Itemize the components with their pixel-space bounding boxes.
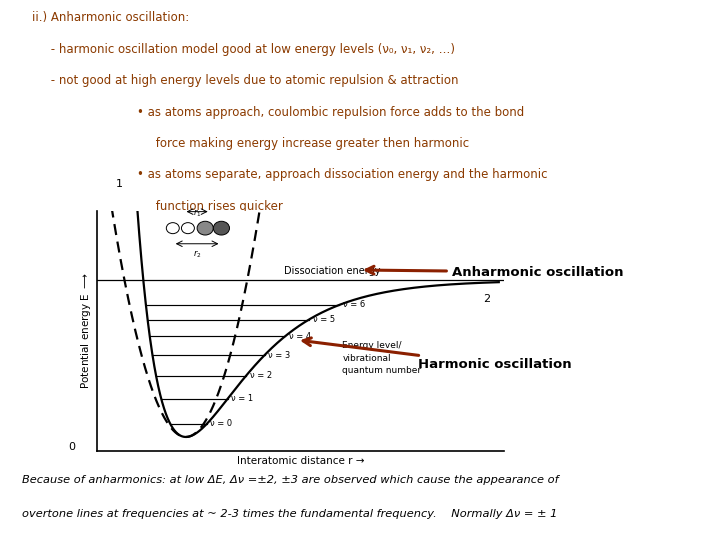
Text: • as atoms approach, coulombic repulsion force adds to the bond: • as atoms approach, coulombic repulsion…	[137, 106, 524, 119]
Text: Because of anharmonics: at low ΔE, Δν =±2, ±3 are observed which cause the appea: Because of anharmonics: at low ΔE, Δν =±…	[22, 475, 558, 485]
Text: force making energy increase greater then harmonic: force making energy increase greater the…	[137, 137, 469, 150]
Text: $r_2$: $r_2$	[193, 248, 202, 260]
Text: - not good at high energy levels due to atomic repulsion & attraction: - not good at high energy levels due to …	[32, 74, 459, 87]
Text: • as atoms separate, approach dissociation energy and the harmonic: • as atoms separate, approach dissociati…	[137, 168, 547, 181]
Text: Dissociation energy: Dissociation energy	[284, 266, 380, 276]
Text: function rises quicker: function rises quicker	[137, 200, 283, 213]
Circle shape	[181, 222, 194, 234]
Y-axis label: Potential energy E $\longrightarrow$: Potential energy E $\longrightarrow$	[79, 272, 93, 389]
Text: ν = 5: ν = 5	[312, 315, 335, 324]
Text: 0: 0	[68, 442, 76, 452]
Text: ii.) Anharmonic oscillation:: ii.) Anharmonic oscillation:	[32, 11, 189, 24]
Text: ν = 1: ν = 1	[231, 394, 253, 403]
X-axis label: Interatomic distance r →: Interatomic distance r →	[237, 456, 364, 467]
Text: - harmonic oscillation model good at low energy levels (ν₀, ν₁, ν₂, …): - harmonic oscillation model good at low…	[32, 43, 455, 56]
Text: overtone lines at frequencies at ~ 2-3 times the fundamental frequency.    Norma: overtone lines at frequencies at ~ 2-3 t…	[22, 509, 557, 518]
Text: $r_1$: $r_1$	[193, 207, 202, 219]
Text: ν = 0: ν = 0	[210, 419, 233, 428]
Text: Energy level/
vibrational
quantum number: Energy level/ vibrational quantum number	[342, 341, 421, 375]
Text: Anharmonic oscillation: Anharmonic oscillation	[366, 266, 624, 279]
Text: ν = 2: ν = 2	[250, 372, 271, 380]
Text: ν = 4: ν = 4	[289, 332, 311, 341]
Text: 2: 2	[483, 294, 490, 304]
Text: 1: 1	[116, 179, 122, 189]
Circle shape	[197, 221, 213, 235]
Circle shape	[166, 222, 179, 234]
Text: ν = 6: ν = 6	[343, 300, 365, 309]
Text: Harmonic oscillation: Harmonic oscillation	[303, 338, 572, 372]
Circle shape	[213, 221, 230, 235]
Text: ν = 3: ν = 3	[269, 350, 290, 360]
